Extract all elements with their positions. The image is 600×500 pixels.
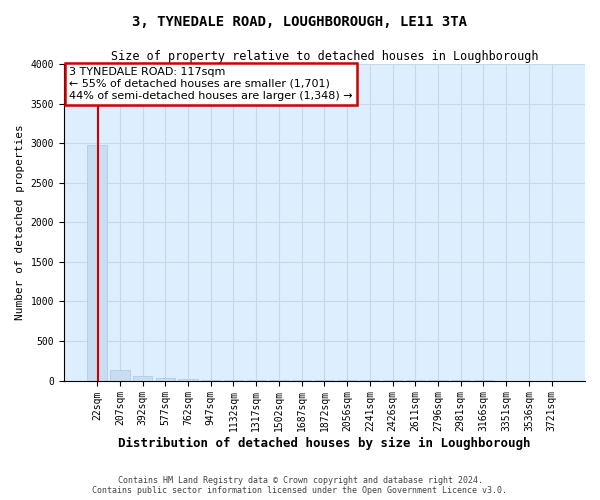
X-axis label: Distribution of detached houses by size in Loughborough: Distribution of detached houses by size … xyxy=(118,437,530,450)
Bar xyxy=(133,376,152,380)
Bar xyxy=(110,370,130,380)
Text: 3, TYNEDALE ROAD, LOUGHBOROUGH, LE11 3TA: 3, TYNEDALE ROAD, LOUGHBOROUGH, LE11 3TA xyxy=(133,15,467,29)
Y-axis label: Number of detached properties: Number of detached properties xyxy=(15,124,25,320)
Title: Size of property relative to detached houses in Loughborough: Size of property relative to detached ho… xyxy=(110,50,538,63)
Bar xyxy=(155,378,175,380)
Text: Contains HM Land Registry data © Crown copyright and database right 2024.
Contai: Contains HM Land Registry data © Crown c… xyxy=(92,476,508,495)
Text: 3 TYNEDALE ROAD: 117sqm
← 55% of detached houses are smaller (1,701)
44% of semi: 3 TYNEDALE ROAD: 117sqm ← 55% of detache… xyxy=(69,68,353,100)
Bar xyxy=(88,145,107,380)
